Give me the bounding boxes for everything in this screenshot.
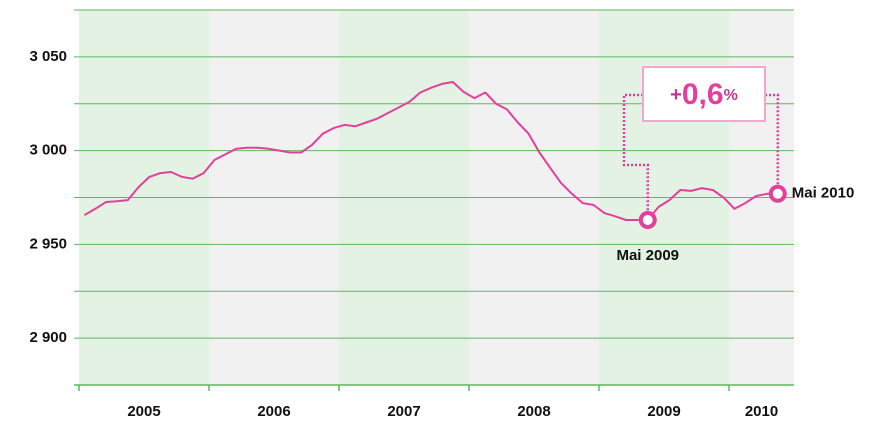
- x-tick-label: 2006: [257, 403, 290, 420]
- end-label: Mai 2010: [792, 185, 855, 202]
- x-tick-label: 2008: [517, 403, 550, 420]
- x-tick-label: 2005: [127, 403, 160, 420]
- change-value: 0,6: [682, 78, 724, 111]
- change-label: +0,6%: [670, 78, 738, 111]
- change-sign: +: [670, 84, 682, 106]
- x-tick-label: 2007: [387, 403, 420, 420]
- y-tick-label: 2 900: [29, 329, 67, 346]
- change-box: [642, 66, 766, 122]
- marker: [768, 184, 787, 203]
- y-tick-label: 3 050: [29, 48, 67, 65]
- marker: [638, 211, 657, 229]
- change-unit: %: [724, 87, 738, 104]
- start-label: Mai 2009: [616, 247, 679, 264]
- x-tick-label: 2010: [745, 403, 778, 420]
- connector: [765, 93, 779, 186]
- connector: [622, 93, 649, 212]
- y-tick-label: 3 000: [29, 142, 67, 159]
- x-tick-label: 2009: [647, 403, 680, 420]
- data-line: [83, 81, 778, 221]
- y-tick-label: 2 950: [29, 235, 67, 252]
